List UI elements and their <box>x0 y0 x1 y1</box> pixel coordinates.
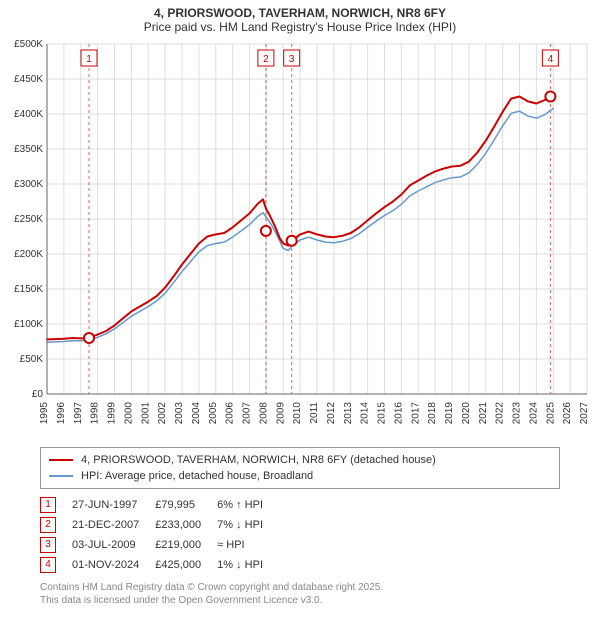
sale-marker-3 <box>287 236 297 246</box>
svg-text:1996: 1996 <box>56 402 67 425</box>
svg-text:£0: £0 <box>32 389 44 400</box>
svg-text:2002: 2002 <box>157 402 168 425</box>
legend-label: HPI: Average price, detached house, Broa… <box>81 470 313 482</box>
svg-text:1995: 1995 <box>39 402 50 425</box>
svg-text:£450K: £450K <box>14 74 43 85</box>
sale-delta: 6% ↑ HPI <box>217 495 279 515</box>
legend-row: 4, PRIORSWOOD, TAVERHAM, NORWICH, NR8 6F… <box>49 452 551 468</box>
svg-text:2017: 2017 <box>410 402 421 425</box>
title-subtitle: Price paid vs. HM Land Registry's House … <box>0 20 600 34</box>
svg-text:3: 3 <box>289 54 295 65</box>
footer-line1: Contains HM Land Registry data © Crown c… <box>40 581 600 594</box>
title-address: 4, PRIORSWOOD, TAVERHAM, NORWICH, NR8 6F… <box>0 6 600 20</box>
svg-text:1997: 1997 <box>73 402 84 425</box>
svg-text:£350K: £350K <box>14 144 43 155</box>
svg-text:£150K: £150K <box>14 284 43 295</box>
svg-text:1999: 1999 <box>107 402 118 425</box>
price-chart: £0 £50K £100K £150K £200K £250K £300K £350K £400… <box>5 36 595 441</box>
svg-text:2000: 2000 <box>123 402 134 425</box>
sale-delta: 1% ↓ HPI <box>217 555 279 575</box>
svg-text:2009: 2009 <box>275 402 286 425</box>
sale-date: 27-JUN-1997 <box>72 495 155 515</box>
svg-text:2019: 2019 <box>444 402 455 425</box>
svg-text:2010: 2010 <box>292 402 303 425</box>
svg-text:4: 4 <box>548 54 554 65</box>
chart-area: £0 £50K £100K £150K £200K £250K £300K £350K £400… <box>5 36 595 441</box>
svg-text:£100K: £100K <box>14 319 43 330</box>
sale-price: £233,000 <box>155 515 217 535</box>
sale-badge-cell: 1 <box>40 495 72 515</box>
sale-badge: 4 <box>40 557 56 573</box>
sale-badge: 3 <box>40 537 56 553</box>
sale-date: 03-JUL-2009 <box>72 535 155 555</box>
sale-price: £79,995 <box>155 495 217 515</box>
svg-text:2003: 2003 <box>174 402 185 425</box>
sale-badge-cell: 2 <box>40 515 72 535</box>
svg-text:2022: 2022 <box>495 402 506 425</box>
svg-text:£300K: £300K <box>14 179 43 190</box>
svg-text:2004: 2004 <box>191 402 202 425</box>
svg-text:1998: 1998 <box>90 402 101 425</box>
sale-price: £425,000 <box>155 555 217 575</box>
sale-marker-4 <box>545 92 555 102</box>
svg-text:2025: 2025 <box>545 402 556 425</box>
svg-text:2006: 2006 <box>225 402 236 425</box>
sale-marker-1 <box>84 333 94 343</box>
sale-badge-cell: 4 <box>40 555 72 575</box>
svg-text:2005: 2005 <box>208 402 219 425</box>
svg-text:2008: 2008 <box>258 402 269 425</box>
table-row: 2 21-DEC-2007£233,0007% ↓ HPI <box>40 515 279 535</box>
legend-swatch <box>49 459 73 461</box>
sale-delta: 7% ↓ HPI <box>217 515 279 535</box>
sale-date: 01-NOV-2024 <box>72 555 155 575</box>
svg-text:£400K: £400K <box>14 109 43 120</box>
table-row: 4 01-NOV-2024£425,0001% ↓ HPI <box>40 555 279 575</box>
sales-table: 1 27-JUN-1997£79,9956% ↑ HPI 2 21-DEC-2007£… <box>40 495 279 575</box>
svg-text:2: 2 <box>263 54 269 65</box>
svg-text:2015: 2015 <box>377 402 388 425</box>
chart-titles: 4, PRIORSWOOD, TAVERHAM, NORWICH, NR8 6F… <box>0 0 600 36</box>
svg-text:2007: 2007 <box>242 402 253 425</box>
svg-text:2012: 2012 <box>326 402 337 425</box>
table-row: 1 27-JUN-1997£79,9956% ↑ HPI <box>40 495 279 515</box>
svg-text:2016: 2016 <box>393 402 404 425</box>
svg-text:2013: 2013 <box>343 402 354 425</box>
svg-text:2014: 2014 <box>360 402 371 425</box>
sale-price: £219,000 <box>155 535 217 555</box>
svg-text:2020: 2020 <box>461 402 472 425</box>
sale-delta: ≈ HPI <box>217 535 279 555</box>
svg-text:2011: 2011 <box>309 402 320 424</box>
legend-row: HPI: Average price, detached house, Broa… <box>49 468 551 484</box>
svg-text:2018: 2018 <box>427 402 438 425</box>
svg-text:£50K: £50K <box>20 354 44 365</box>
svg-text:2023: 2023 <box>512 402 523 425</box>
svg-text:2024: 2024 <box>528 402 539 425</box>
sale-badge: 1 <box>40 497 56 513</box>
sale-marker-2 <box>261 226 271 236</box>
footer-attribution: Contains HM Land Registry data © Crown c… <box>40 581 600 607</box>
svg-text:£250K: £250K <box>14 214 43 225</box>
legend-swatch <box>49 475 73 477</box>
sale-badge-cell: 3 <box>40 535 72 555</box>
svg-text:£200K: £200K <box>14 249 43 260</box>
svg-text:1: 1 <box>86 54 92 65</box>
sale-badge: 2 <box>40 517 56 533</box>
svg-text:2026: 2026 <box>562 402 573 425</box>
footer-line2: This data is licensed under the Open Gov… <box>40 594 600 607</box>
svg-text:£500K: £500K <box>14 39 43 50</box>
table-row: 3 03-JUL-2009£219,000≈ HPI <box>40 535 279 555</box>
legend: 4, PRIORSWOOD, TAVERHAM, NORWICH, NR8 6F… <box>40 447 560 489</box>
svg-text:2027: 2027 <box>579 402 590 425</box>
svg-text:2021: 2021 <box>478 402 489 425</box>
svg-text:2001: 2001 <box>140 402 151 425</box>
legend-label: 4, PRIORSWOOD, TAVERHAM, NORWICH, NR8 6F… <box>81 454 436 466</box>
sale-date: 21-DEC-2007 <box>72 515 155 535</box>
